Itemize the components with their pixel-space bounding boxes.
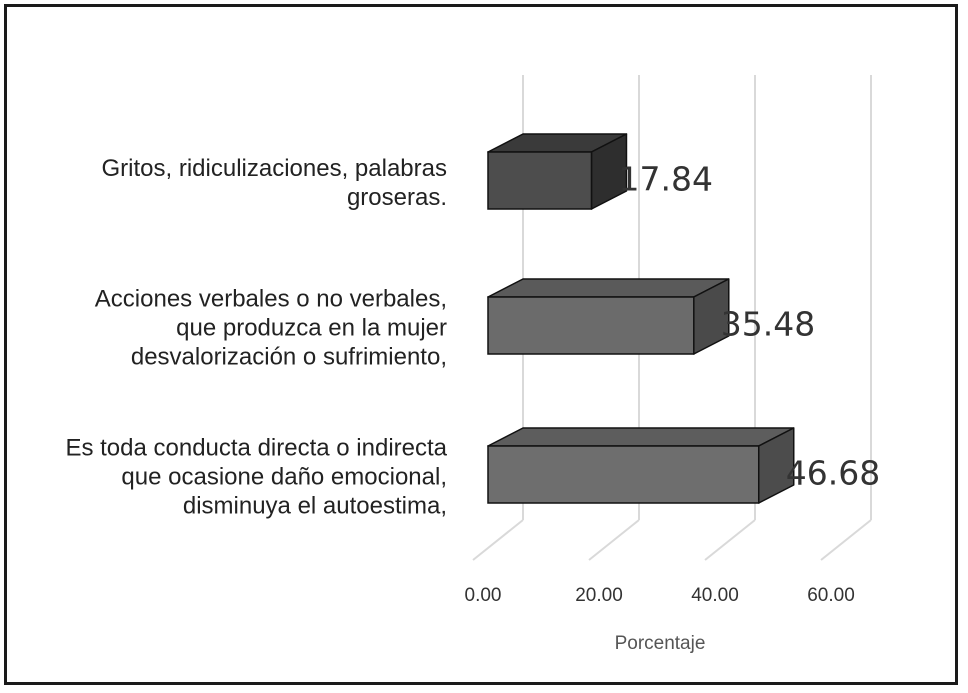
x-axis-title: Porcentaje	[615, 633, 706, 654]
category-labels: Gritos, ridiculizaciones, palabras groser…	[65, 155, 447, 520]
bar-front-face	[487, 445, 760, 504]
bar-top-face	[487, 427, 795, 447]
category-label-line: groseras.	[347, 184, 447, 211]
value-labels: 17.84 35.48 46.68	[618, 160, 880, 493]
category-label-line: que produzca en la mujer	[176, 315, 447, 342]
category-label: Acciones verbales o no verbales, que prod…	[95, 286, 447, 371]
bar-top-face	[487, 278, 730, 298]
bar	[487, 427, 795, 504]
category-label-line: que ocasione daño emocional,	[121, 464, 447, 491]
x-tick-label: 40.00	[691, 585, 739, 606]
gridline-floor	[472, 519, 524, 561]
category-label-line: disminuya el autoestima,	[183, 493, 447, 520]
bars	[487, 133, 795, 504]
gridline-floor	[820, 519, 872, 561]
category-label: Gritos, ridiculizaciones, palabras groser…	[102, 155, 447, 211]
x-tick-label: 0.00	[465, 585, 502, 606]
bar-front-face	[487, 296, 695, 355]
value-label: 35.48	[721, 305, 815, 344]
value-label: 46.68	[786, 454, 880, 493]
gridline-floor	[704, 519, 756, 561]
value-label: 17.84	[618, 160, 712, 199]
x-tick-labels: 0.00 20.00 40.00 60.00	[465, 585, 855, 606]
category-label-line: Es toda conducta directa o indirecta	[65, 435, 447, 462]
bar	[487, 278, 730, 355]
x-tick-label: 20.00	[575, 585, 623, 606]
chart-frame	[4, 4, 958, 685]
bar-front-face	[487, 151, 593, 210]
category-label-line: desvalorización o sufrimiento,	[131, 344, 447, 371]
category-label-line: Acciones verbales o no verbales,	[95, 286, 447, 313]
gridline-floor	[588, 519, 640, 561]
bar	[487, 133, 628, 210]
x-tick-label: 60.00	[807, 585, 855, 606]
category-label: Es toda conducta directa o indirecta que …	[65, 435, 447, 520]
category-label-line: Gritos, ridiculizaciones, palabras	[102, 155, 447, 182]
